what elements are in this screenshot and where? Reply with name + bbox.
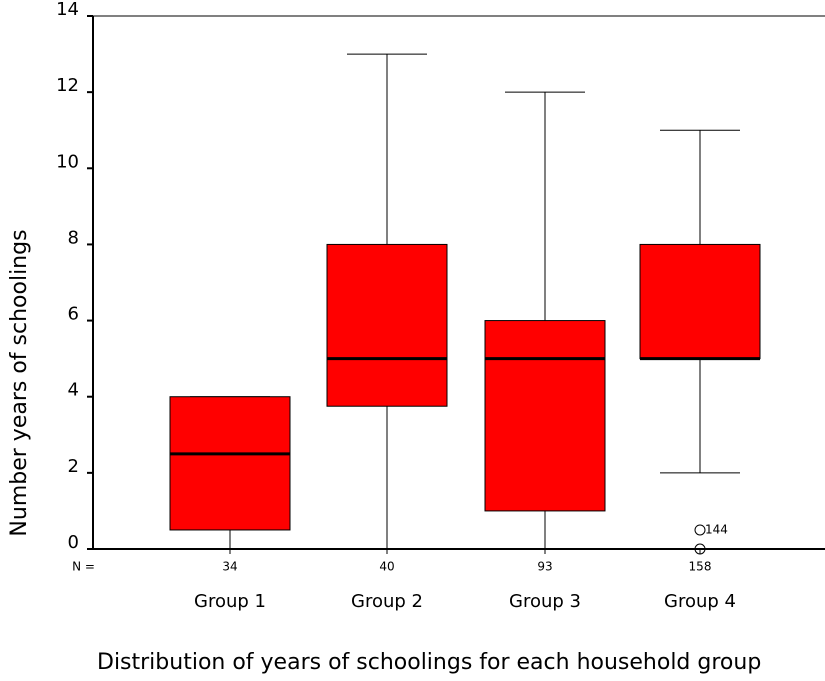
box bbox=[484, 320, 606, 512]
n-value: 93 bbox=[537, 560, 552, 574]
y-tick-label: 0 bbox=[68, 532, 79, 553]
box bbox=[639, 243, 761, 360]
outlier bbox=[694, 524, 706, 536]
x-tick-label: Group 2 bbox=[351, 591, 423, 612]
y-tick-label: 10 bbox=[56, 151, 79, 172]
y-tick-label: 6 bbox=[68, 304, 79, 325]
x-tick-label: Group 1 bbox=[194, 591, 266, 612]
y-tick-label: 12 bbox=[56, 75, 79, 96]
box bbox=[169, 396, 291, 531]
chart-title: Distribution of years of schoolings for … bbox=[97, 650, 761, 675]
outlier-label: 144 bbox=[705, 522, 728, 536]
y-tick-label: 4 bbox=[68, 380, 79, 401]
x-tick-label: Group 4 bbox=[664, 591, 736, 612]
n-label: N = bbox=[72, 560, 95, 574]
box bbox=[326, 243, 448, 407]
y-tick-label: 8 bbox=[68, 227, 79, 248]
y-tick-label: 14 bbox=[56, 0, 79, 20]
n-value: 34 bbox=[222, 560, 237, 574]
n-value: 158 bbox=[689, 560, 712, 574]
x-tick-label: Group 3 bbox=[509, 591, 581, 612]
y-tick-label: 2 bbox=[68, 456, 79, 477]
outlier bbox=[694, 543, 706, 555]
y-axis-label: Number years of schoolings bbox=[7, 229, 32, 536]
n-value: 40 bbox=[379, 560, 394, 574]
